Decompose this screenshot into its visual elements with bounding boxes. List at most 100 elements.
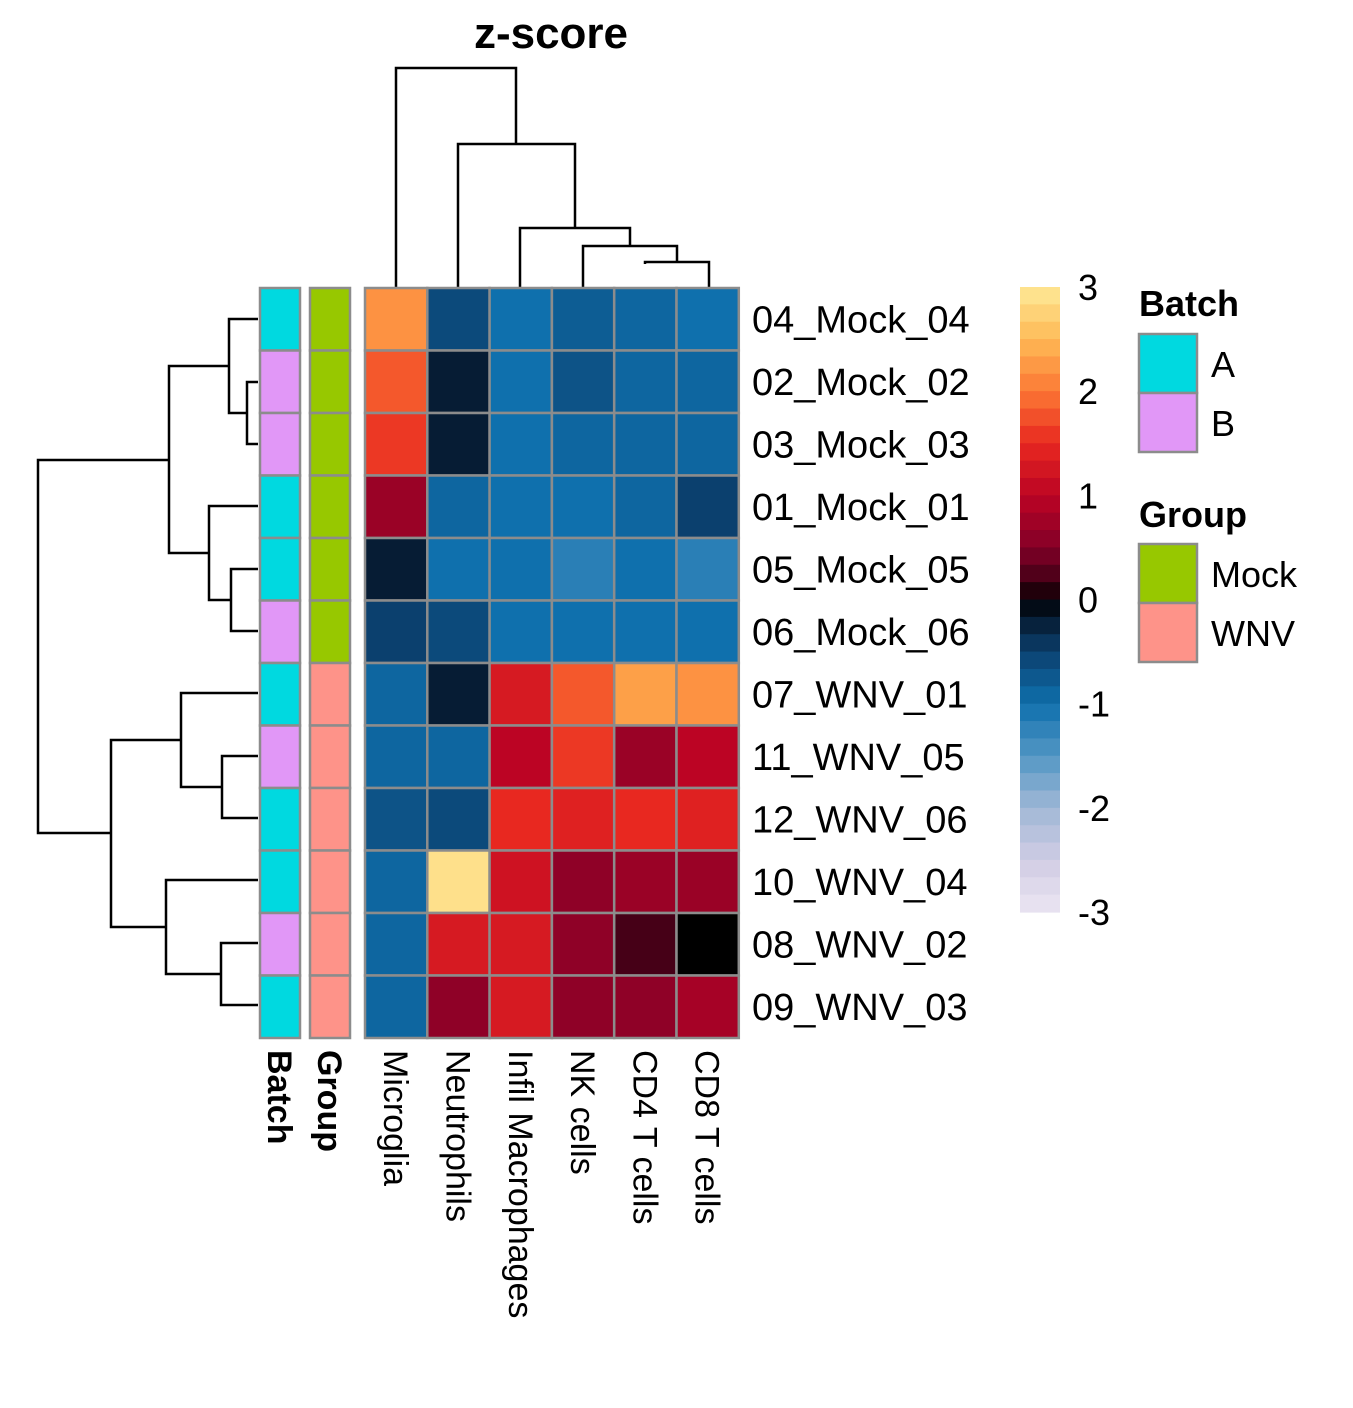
batch-annotation-cell (258, 849, 302, 915)
batch-annotation-cell (258, 974, 302, 1040)
heatmap-cell (488, 599, 554, 665)
colorbar-segment (1020, 425, 1060, 444)
row-label: 09_WNV_03 (752, 987, 967, 1029)
heatmap-cell (426, 661, 491, 727)
group-annotation-cell (308, 661, 352, 727)
colorbar-tick-label: -2 (1078, 788, 1110, 829)
heatmap-cell (612, 724, 678, 790)
batch-annotation-cell (258, 286, 302, 352)
batch-annotation-cell (258, 911, 302, 977)
colorbar-segment (1020, 790, 1060, 809)
colorbar-segment (1020, 842, 1060, 861)
colorbar-segment (1020, 477, 1060, 496)
colorbar-segment (1020, 686, 1060, 705)
group-annotation-cell (308, 536, 352, 602)
group-annotation-cell (308, 786, 352, 852)
heatmap-cell (363, 724, 429, 790)
heatmap-cell (550, 349, 616, 415)
colorbar-segment (1020, 408, 1060, 427)
row-labels: 04_Mock_04 02_Mock_02 03_Mock_03 01_Mock_01… (752, 299, 970, 1029)
colorbar-segment (1020, 512, 1060, 531)
colorbar-segment (1020, 894, 1060, 913)
colorbar-segment (1020, 547, 1060, 566)
heatmap-cell (675, 849, 741, 915)
column-label: Neutrophils (438, 1050, 476, 1222)
row-label: 02_Mock_02 (752, 362, 970, 404)
heatmap-cell (426, 849, 491, 915)
legend-swatch (1137, 601, 1199, 664)
heatmap-cell (363, 536, 429, 602)
batch-annotation-cell (258, 724, 302, 790)
heatmap-cell (426, 411, 491, 477)
group-annotation-label: Group (310, 1050, 348, 1152)
chart-title: z-score (474, 9, 628, 58)
group-annotation-cell (308, 849, 352, 915)
group-annotation-cell (308, 411, 352, 477)
legend-label: WNV (1211, 613, 1295, 654)
legend-swatch (1137, 332, 1199, 395)
legend-label: A (1211, 344, 1235, 385)
column-label: NK cells (563, 1050, 601, 1175)
heatmap-cell (488, 786, 554, 852)
heatmap-cell (363, 411, 429, 477)
group-annotation-cell (308, 474, 352, 540)
row-dendrogram-path (167, 364, 229, 555)
row-dendrogram (36, 317, 258, 1007)
heatmap-cell (488, 911, 554, 977)
batch-annotation-cell (258, 474, 302, 540)
column-dendrogram (394, 66, 711, 290)
colorbar-segment (1020, 495, 1060, 514)
column-label: CD4 T cells (625, 1050, 663, 1224)
colorbar-segment (1020, 582, 1060, 601)
heatmap-cell (488, 349, 554, 415)
heatmap-cell (675, 474, 741, 540)
colorbar-segment (1020, 564, 1060, 583)
row-dendrogram-path (36, 458, 169, 835)
colorbar-segment (1020, 859, 1060, 878)
row-dendrogram-path (220, 754, 258, 820)
column-dendrogram-path (394, 66, 518, 290)
heatmap-cell (550, 661, 616, 727)
heatmap-cell (675, 724, 741, 790)
colorbar-segment (1020, 616, 1060, 635)
heatmap-cell (426, 474, 491, 540)
batch-annotation-column (258, 286, 302, 1040)
heatmap-cell (550, 724, 616, 790)
heatmap-cell (675, 911, 741, 977)
legend-swatch (1137, 542, 1199, 605)
colorbar-segment (1020, 755, 1060, 774)
heatmap-cell (363, 349, 429, 415)
row-dendrogram-path (207, 504, 258, 602)
batch-annotation-cell (258, 599, 302, 665)
heatmap-cell (612, 536, 678, 602)
column-dendrogram-path (581, 244, 679, 290)
colorbar-segment (1020, 877, 1060, 896)
heatmap-cell (488, 286, 554, 352)
column-label: Microglia (376, 1050, 414, 1186)
colorbar-segment (1020, 825, 1060, 844)
heatmap-cell (612, 411, 678, 477)
colorbar-segment (1020, 287, 1060, 305)
heatmap-cell (675, 411, 741, 477)
colorbar-segment (1020, 391, 1060, 410)
heatmap-cell (426, 536, 491, 602)
legend-label: Mock (1211, 554, 1298, 595)
heatmap-cell (612, 286, 678, 352)
heatmap-cell (675, 349, 741, 415)
colorbar-segment (1020, 773, 1060, 792)
group-legend-title: Group (1139, 494, 1247, 535)
row-dendrogram-path (164, 878, 258, 976)
colorbar-tick-label: 1 (1078, 475, 1098, 516)
legend-swatch (1137, 391, 1199, 454)
colorbar-segment (1020, 599, 1060, 618)
annotation-labels: Batch Group (260, 1050, 348, 1152)
heatmap-cell (363, 286, 429, 352)
heatmap-cell (363, 661, 429, 727)
heatmap-cell (550, 411, 616, 477)
heatmap-cell (550, 474, 616, 540)
heatmap-cell (426, 786, 491, 852)
batch-annotation-cell (258, 536, 302, 602)
colorbar-tick-label: -3 (1078, 892, 1110, 933)
colorbar-segment (1020, 460, 1060, 479)
batch-annotation-cell (258, 411, 302, 477)
